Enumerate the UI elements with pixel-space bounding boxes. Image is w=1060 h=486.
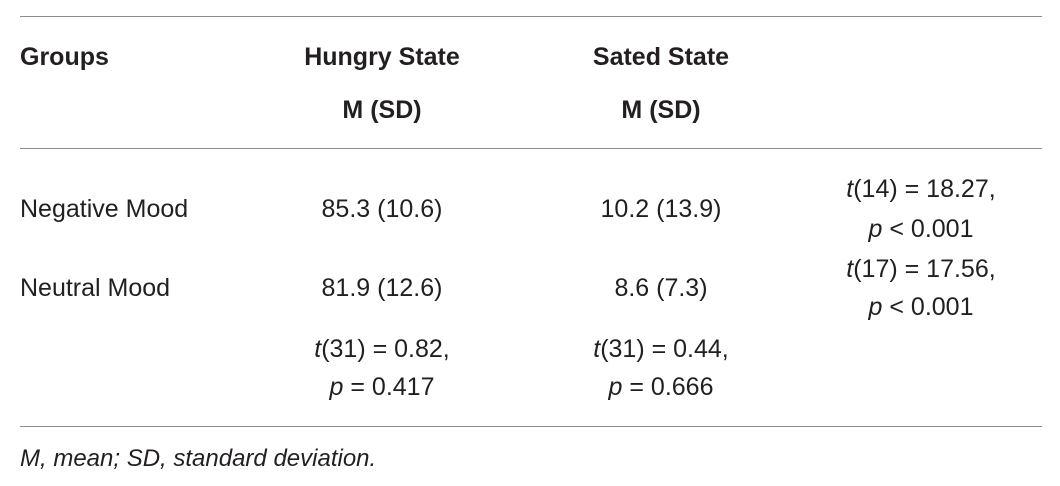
header-groups: Groups <box>20 43 109 71</box>
between-sated-test-p: p = 0.666 <box>608 373 714 401</box>
bottom-rule <box>20 426 1042 427</box>
table-footnote: M, mean; SD, standard deviation. <box>20 445 377 472</box>
row-neutral-test-t: t(17) = 17.56, <box>846 255 996 283</box>
between-hungry-test-p: p = 0.417 <box>329 373 435 401</box>
header-hungry-state: Hungry State <box>304 43 460 71</box>
header-hungry-msd: M (SD) <box>342 96 422 124</box>
between-hungry-test-t: t(31) = 0.82, <box>314 335 450 363</box>
row-negative-test-p: p < 0.001 <box>868 215 974 243</box>
row-negative-test-t: t(14) = 18.27, <box>846 175 996 203</box>
header-sated-msd: M (SD) <box>621 96 701 124</box>
row-neutral-hungry: 81.9 (12.6) <box>321 274 443 302</box>
row-negative-group: Negative Mood <box>20 195 189 223</box>
between-sated-test-t: t(31) = 0.44, <box>593 335 729 363</box>
row-neutral-sated: 8.6 (7.3) <box>614 274 708 302</box>
header-sated-state: Sated State <box>592 43 730 71</box>
row-negative-hungry: 85.3 (10.6) <box>321 195 443 223</box>
row-neutral-test-p: p < 0.001 <box>868 293 974 321</box>
row-negative-sated: 10.2 (13.9) <box>600 195 722 223</box>
row-neutral-group: Neutral Mood <box>20 274 171 302</box>
header-rule <box>20 148 1042 149</box>
top-rule <box>20 16 1042 17</box>
